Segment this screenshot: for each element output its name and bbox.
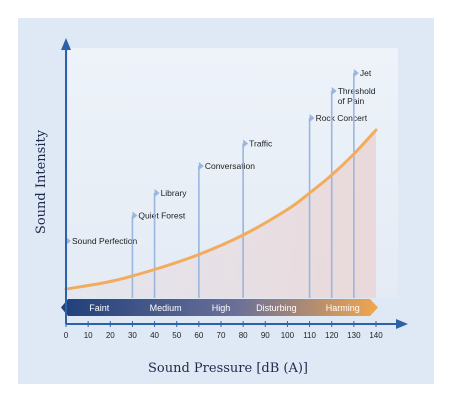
band-label-3: Disturbing <box>256 303 297 313</box>
event-label-3: Conversation <box>205 161 255 171</box>
event-marker-7 <box>353 69 359 77</box>
event-label-6-line-1: of Pain <box>338 96 365 106</box>
event-label-2: Library <box>161 188 188 198</box>
event-marker-5 <box>309 114 315 122</box>
x-axis-title: Sound Pressure [dB (A)] <box>148 361 308 376</box>
band-label-1: Medium <box>150 303 182 313</box>
x-tick-label-14: 140 <box>369 331 383 340</box>
x-tick-label-8: 80 <box>239 331 248 340</box>
band-label-2: High <box>212 303 231 313</box>
event-marker-3 <box>198 162 204 170</box>
event-label-6-line-0: Threshold <box>338 86 376 96</box>
event-label-7: Jet <box>360 68 372 78</box>
band-label-0: Faint <box>89 303 110 313</box>
event-label-4: Traffic <box>249 139 273 149</box>
event-marker-2 <box>154 189 160 197</box>
event-label-0: Sound Perfection <box>72 236 137 246</box>
x-tick-label-12: 120 <box>325 331 339 340</box>
x-axis-arrow <box>396 319 408 329</box>
x-tick-label-11: 110 <box>303 331 316 340</box>
band-label-4: Harming <box>326 303 360 313</box>
intensity-band-bar <box>61 299 378 316</box>
event-label-1: Quiet Forest <box>138 211 185 221</box>
x-tick-label-0: 0 <box>64 331 69 340</box>
event-marker-4 <box>243 139 249 148</box>
x-tick-label-3: 30 <box>128 331 137 340</box>
event-marker-0 <box>66 237 71 245</box>
event-marker-1 <box>132 211 138 220</box>
y-axis-arrow <box>61 38 71 50</box>
y-axis-title: Sound Intensity <box>34 129 49 234</box>
curve-area-fill <box>66 130 376 298</box>
x-tick-label-13: 130 <box>347 331 361 340</box>
event-label-5: Rock Concert <box>316 113 368 123</box>
x-tick-label-5: 50 <box>172 331 181 340</box>
event-marker-6 <box>331 87 337 95</box>
x-tick-label-4: 40 <box>150 331 159 340</box>
x-tick-label-6: 60 <box>194 331 203 340</box>
x-tick-label-9: 90 <box>261 331 270 340</box>
x-tick-label-7: 70 <box>217 331 226 340</box>
x-tick-label-1: 10 <box>84 331 93 340</box>
x-tick-label-10: 100 <box>281 331 295 340</box>
intensity-curve <box>64 128 378 291</box>
x-tick-label-2: 20 <box>106 331 115 340</box>
